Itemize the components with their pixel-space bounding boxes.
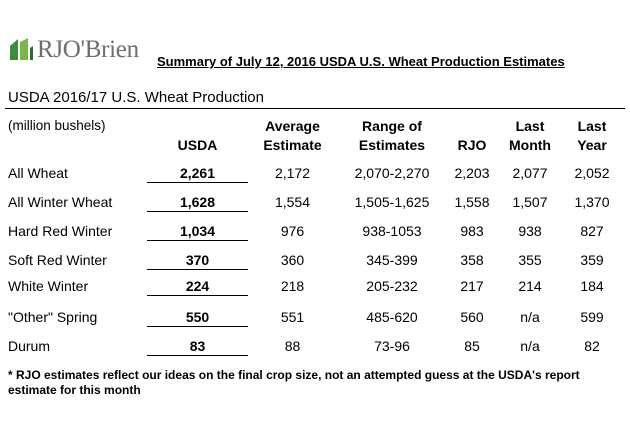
row-label: Durum (8, 338, 51, 354)
average-value: 551 (280, 309, 305, 325)
range-value: 2,070-2,270 (354, 165, 430, 181)
last-year-value: 827 (580, 223, 604, 239)
average-value: 88 (284, 338, 301, 354)
rjo-value: 1,558 (454, 194, 490, 210)
company-logo: RJO'Brien (8, 34, 139, 64)
last-year-value: 2,052 (574, 165, 610, 181)
range-value: 1,505-1,625 (354, 194, 430, 210)
last-month-value: 214 (518, 278, 542, 294)
usda-value: 224 (147, 277, 248, 296)
last-year-value: 599 (580, 309, 604, 325)
row-label: Hard Red Winter (8, 223, 113, 239)
last-year-value: 1,370 (574, 194, 610, 210)
row-label: Soft Red Winter (8, 252, 107, 268)
header-range-line2: Estimates (358, 137, 426, 153)
header-rjo: RJO (448, 136, 496, 155)
header-last-year-line2: Year (577, 137, 607, 153)
average-value: 2,172 (274, 165, 311, 181)
row-label: "Other" Spring (8, 309, 98, 325)
last-month-value: 938 (518, 223, 542, 239)
header-last-month-line1: Last (515, 118, 545, 134)
header-last-year-line1: Last (577, 118, 607, 134)
section-divider (5, 108, 625, 109)
row-label: All Winter Wheat (8, 194, 113, 210)
range-value: 205-232 (366, 278, 418, 294)
range-value: 345-399 (366, 252, 418, 268)
usda-value: 550 (147, 308, 248, 327)
rjo-value: 2,203 (454, 165, 490, 181)
header-usda-label: USDA (177, 137, 218, 153)
header-range-line1: Range of (362, 118, 422, 134)
usda-value: 370 (147, 251, 248, 270)
header-rjo-label: RJO (457, 137, 487, 153)
footnote: * RJO estimates reflect our ideas on the… (8, 368, 580, 397)
last-month-value: 1,507 (512, 194, 548, 210)
header-average-line2: Estimate (263, 137, 322, 153)
rjo-value: 983 (460, 223, 484, 239)
rjo-value: 358 (460, 252, 484, 268)
usda-value: 2,261 (147, 164, 248, 183)
average-value: 218 (280, 278, 305, 294)
average-value: 1,554 (274, 194, 311, 210)
last-month-value: n/a (520, 338, 540, 354)
header-average-line1: Average (265, 118, 320, 134)
usda-value: 83 (147, 337, 248, 356)
logo-mark-icon (9, 37, 33, 61)
usda-value: 1,628 (147, 193, 248, 212)
last-month-value: 2,077 (512, 165, 548, 181)
last-month-value: n/a (520, 309, 540, 325)
range-value: 938-1053 (362, 223, 422, 239)
header-usda: USDA (147, 136, 248, 155)
units-label: (million bushels) (8, 118, 106, 133)
rjo-value: 560 (460, 309, 484, 325)
last-year-value: 359 (580, 252, 604, 268)
row-label: All Wheat (8, 165, 68, 181)
last-year-value: 82 (584, 338, 600, 354)
row-label: White Winter (8, 278, 89, 294)
header-last-month: Last Month (502, 117, 558, 155)
range-value: 73-96 (374, 338, 410, 354)
header-last-month-line2: Month (509, 137, 551, 153)
last-year-value: 184 (580, 278, 604, 294)
rjo-value: 85 (464, 338, 480, 354)
usda-value: 1,034 (147, 222, 248, 241)
header-last-year: Last Year (563, 117, 621, 155)
average-value: 360 (280, 252, 305, 268)
header-range: Range of Estimates (336, 117, 448, 155)
report-title: Summary of July 12, 2016 USDA U.S. Wheat… (157, 54, 565, 69)
rjo-value: 217 (460, 278, 484, 294)
average-value: 976 (280, 223, 305, 239)
last-month-value: 355 (518, 252, 542, 268)
range-value: 485-620 (366, 309, 418, 325)
logo-text: RJO'Brien (37, 35, 139, 63)
section-title: USDA 2016/17 U.S. Wheat Production (8, 89, 264, 106)
header-average: Average Estimate (250, 117, 335, 155)
